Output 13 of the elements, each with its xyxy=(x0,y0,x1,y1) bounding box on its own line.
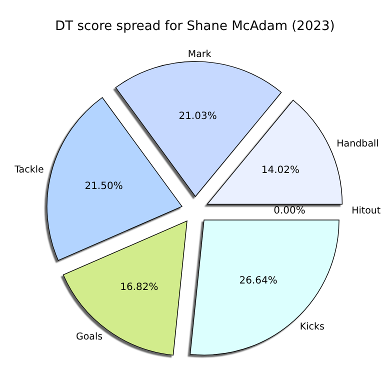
data-label: 21.50% xyxy=(84,180,123,192)
slice-label: Handball xyxy=(336,138,379,150)
data-label: 26.64% xyxy=(239,276,278,287)
chart-title: DT score spread for Shane McAdam (2023) xyxy=(55,19,335,34)
slice-label: Goals xyxy=(76,332,103,343)
data-label: 16.82% xyxy=(120,282,158,293)
data-label: 14.02% xyxy=(261,165,300,176)
category-label: Hitout xyxy=(352,205,381,216)
slice-label: Kicks xyxy=(300,322,324,333)
slice-label: Tackle xyxy=(14,164,44,176)
data-label: 21.03% xyxy=(178,111,217,122)
text: 0.00% xyxy=(274,206,306,216)
slice-label: Mark xyxy=(188,48,212,60)
